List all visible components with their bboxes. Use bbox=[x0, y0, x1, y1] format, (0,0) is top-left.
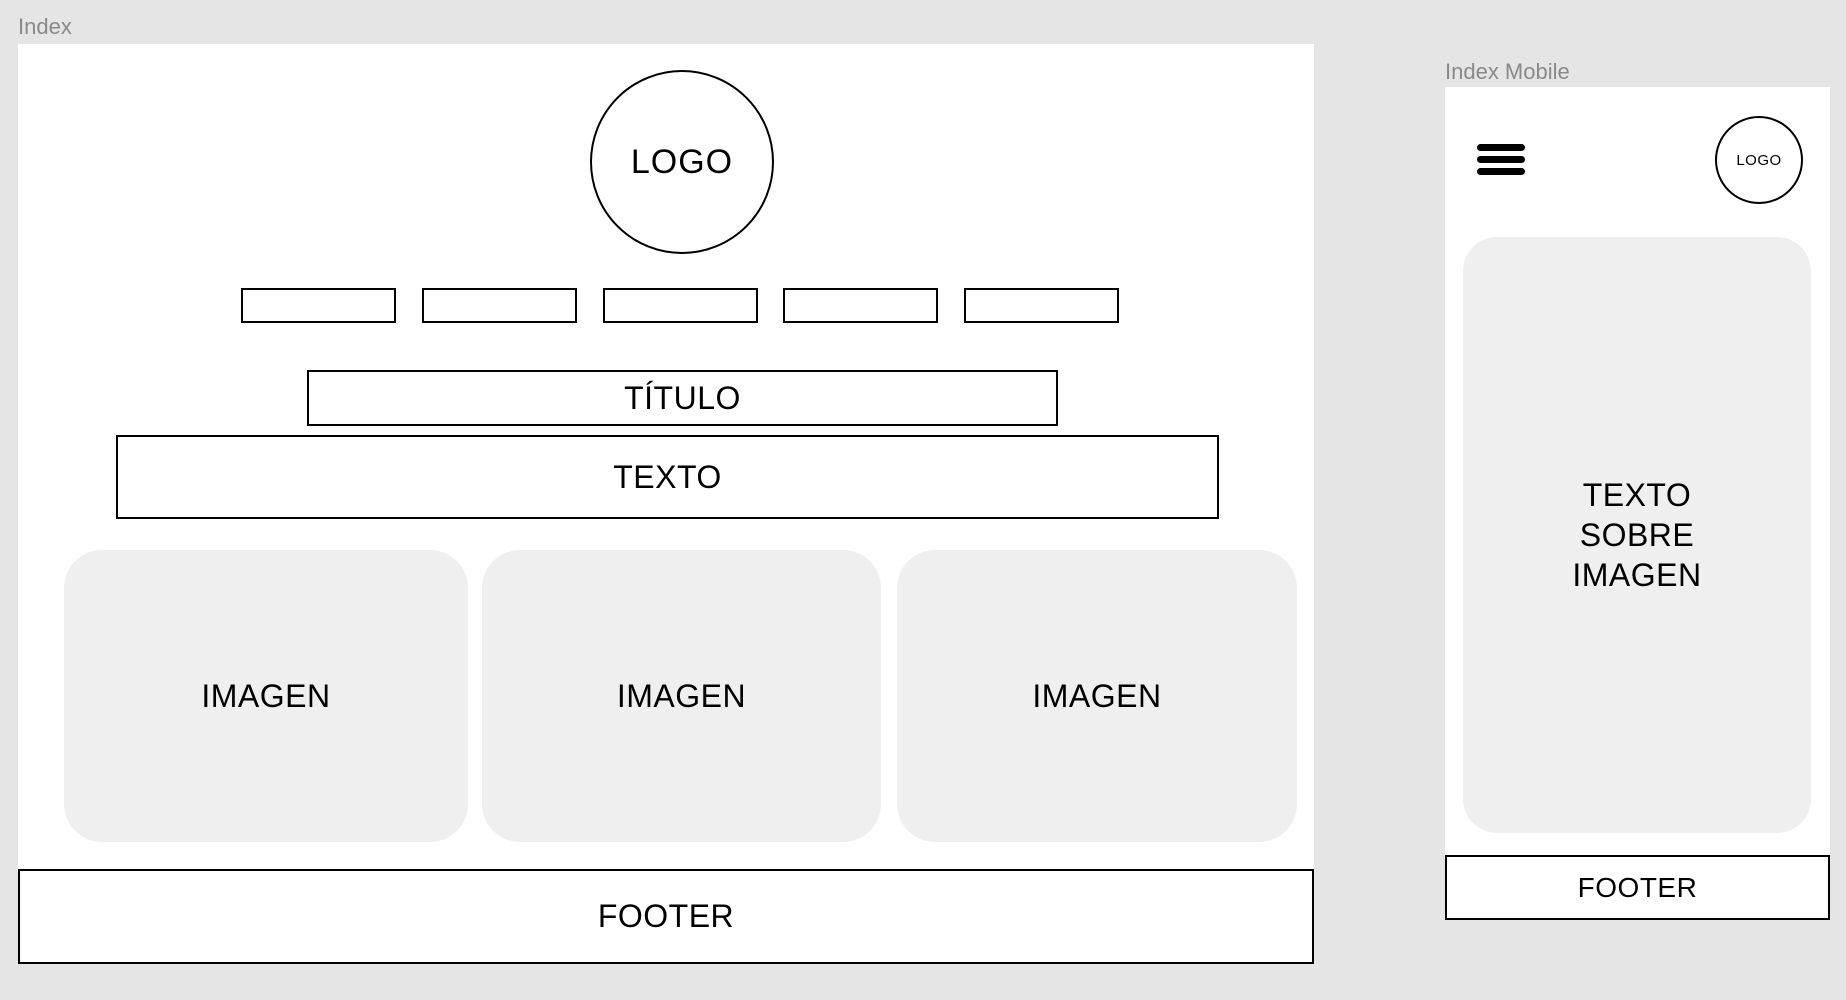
desktop-footer-text: FOOTER bbox=[597, 898, 735, 934]
mobile-frame: LOGO TEXTO SOBRE IMAGEN FOOTER bbox=[1445, 87, 1830, 920]
mobile-footer-text: FOOTER bbox=[1577, 871, 1698, 903]
desktop-title: TÍTULO bbox=[307, 370, 1058, 426]
mobile-logo-label: LOGO bbox=[1736, 151, 1782, 169]
desktop-nav-item-1[interactable] bbox=[241, 288, 396, 323]
desktop-image-3-label: IMAGEN bbox=[1032, 677, 1162, 714]
desktop-nav-item-5[interactable] bbox=[964, 288, 1119, 323]
desktop-footer: FOOTER bbox=[18, 869, 1314, 964]
desktop-image-3: IMAGEN bbox=[897, 550, 1297, 842]
desktop-frame: LOGO TÍTULO TEXTO IMAGEN IMAGEN IMAGEN F… bbox=[18, 44, 1314, 964]
desktop-text-block: TEXTO bbox=[116, 435, 1219, 519]
desktop-nav-item-4[interactable] bbox=[783, 288, 938, 323]
hamburger-menu-icon[interactable] bbox=[1477, 144, 1525, 176]
desktop-nav-item-2[interactable] bbox=[422, 288, 577, 323]
desktop-title-text: TÍTULO bbox=[624, 379, 741, 416]
desktop-image-1-label: IMAGEN bbox=[201, 677, 331, 714]
mobile-logo[interactable]: LOGO bbox=[1715, 116, 1803, 204]
desktop-logo-label: LOGO bbox=[630, 142, 734, 181]
desktop-nav-item-3[interactable] bbox=[603, 288, 758, 323]
desktop-text-content: TEXTO bbox=[613, 458, 722, 495]
desktop-image-2-label: IMAGEN bbox=[616, 677, 747, 714]
mobile-hero-image: TEXTO SOBRE IMAGEN bbox=[1463, 237, 1811, 833]
desktop-frame-label: Index bbox=[18, 14, 72, 39]
mobile-hero-text: TEXTO SOBRE IMAGEN bbox=[1572, 477, 1702, 593]
desktop-image-2: IMAGEN bbox=[482, 550, 881, 842]
desktop-logo[interactable]: LOGO bbox=[590, 70, 774, 254]
mobile-footer: FOOTER bbox=[1445, 855, 1830, 920]
mobile-frame-label: Index Mobile bbox=[1445, 59, 1570, 84]
desktop-image-1: IMAGEN bbox=[64, 550, 468, 842]
